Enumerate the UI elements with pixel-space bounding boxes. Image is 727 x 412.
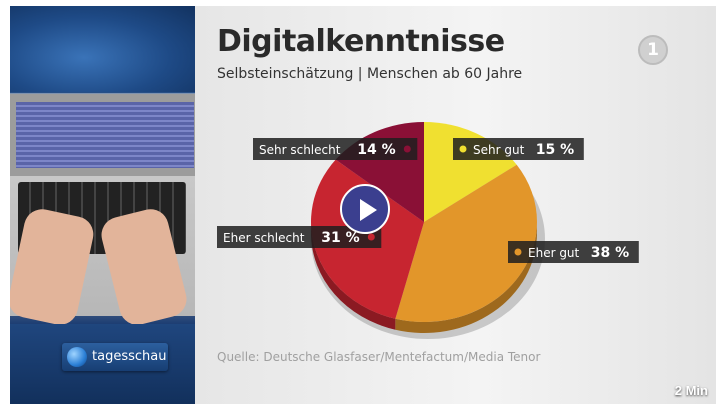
label-value: 14 % xyxy=(357,142,395,158)
label-eher-gut: Eher gut 38 % xyxy=(508,241,639,263)
chart-panel: Digitalkenntnisse Selbsteinschätzung | M… xyxy=(195,6,716,404)
label-name: Sehr schlecht xyxy=(259,143,341,157)
ard-logo: 1 xyxy=(638,35,668,65)
world-map-background xyxy=(10,6,195,92)
video-duration: 2 Min xyxy=(674,383,708,398)
pie-chart: Sehr gut 15 % Eher gut 38 % Eher schlecht 31 … xyxy=(217,121,639,339)
tagesschau-globe-icon xyxy=(67,347,87,367)
chart-title: Digitalkenntnisse xyxy=(217,24,505,59)
label-name: Eher schlecht xyxy=(223,231,305,245)
label-sehr-schlecht: Sehr schlecht 14 % xyxy=(253,138,418,160)
pie-slice-eher-gut xyxy=(395,164,537,322)
chart-subtitle: Selbsteinschätzung | Menschen ab 60 Jahr… xyxy=(217,66,523,82)
label-value: 15 % xyxy=(536,142,574,158)
label-dot xyxy=(403,145,411,153)
video-frame[interactable]: tagesschau Digitalkenntnisse Selbsteinsc… xyxy=(10,6,716,404)
label-value: 38 % xyxy=(591,245,629,261)
label-box xyxy=(253,138,418,160)
label-eher-schlecht: Eher schlecht 31 % xyxy=(217,226,382,248)
pie-rim-1 xyxy=(395,222,537,333)
label-name: Eher gut xyxy=(528,246,580,260)
label-bullet xyxy=(459,145,467,153)
label-box xyxy=(453,138,584,160)
label-bullet xyxy=(514,248,522,256)
tagesschau-logo: tagesschau xyxy=(62,343,168,371)
play-icon xyxy=(360,199,377,221)
chart-source: Quelle: Deutsche Glasfaser/Mentefactum/M… xyxy=(217,350,541,364)
label-name: Sehr gut xyxy=(473,143,525,157)
laptop-photo: tagesschau xyxy=(10,6,195,404)
pie-rim-2 xyxy=(311,222,396,330)
laptop-screen xyxy=(16,102,194,168)
label-box xyxy=(508,241,639,263)
label-box xyxy=(217,226,382,248)
play-button[interactable] xyxy=(340,184,390,234)
label-value: 31 % xyxy=(321,230,359,246)
label-dot xyxy=(367,233,375,241)
tagesschau-logo-text: tagesschau xyxy=(92,349,167,364)
label-sehr-gut: Sehr gut 15 % xyxy=(453,138,584,160)
